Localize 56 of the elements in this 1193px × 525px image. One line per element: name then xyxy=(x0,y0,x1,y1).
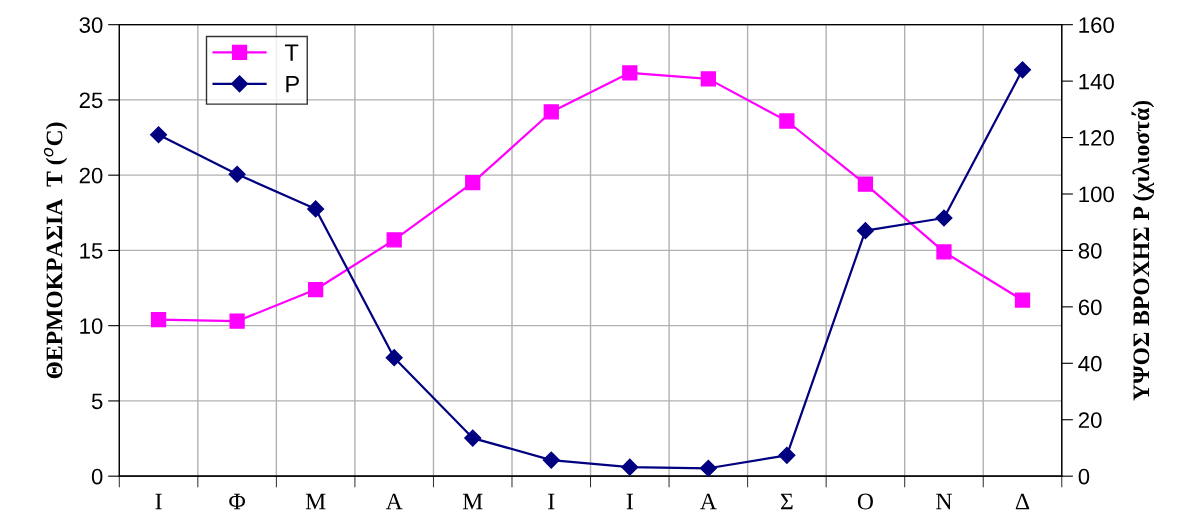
legend-label: P xyxy=(286,75,299,93)
point xyxy=(700,71,716,87)
x-tick-label: Φ xyxy=(229,493,246,510)
y2-tick-label: 120 xyxy=(1079,130,1114,146)
point xyxy=(465,175,481,191)
point xyxy=(464,429,482,447)
x-tick-label: Ν xyxy=(936,493,952,510)
x-tick-label: Δ xyxy=(1015,493,1030,510)
point xyxy=(622,65,638,81)
point xyxy=(543,104,559,120)
x-tick-label: Ι xyxy=(155,493,162,510)
point xyxy=(229,313,245,329)
y-tick-label: 0 xyxy=(91,468,103,485)
point xyxy=(386,232,402,248)
y2-tick-label: 20 xyxy=(1078,412,1102,429)
y2-tick-label: 60 xyxy=(1078,299,1102,316)
x-tick-label: Α xyxy=(700,493,717,510)
point xyxy=(1013,61,1032,79)
x-tick-label: Μ xyxy=(305,493,326,510)
point xyxy=(307,200,325,218)
y-tick-label: 25 xyxy=(79,92,103,109)
x-tick-label: Α xyxy=(385,493,403,510)
x-tick-label: Σ xyxy=(780,493,793,510)
y-axis-title: ΘΕΡΜΟΚΡΑΣΙΑ T ($^{o}$C) xyxy=(43,122,68,379)
y2-tick-label: 0 xyxy=(1078,468,1090,485)
y2-tick-label: 100 xyxy=(1079,186,1114,203)
y2-tick-label: 140 xyxy=(1079,73,1114,90)
y2-axis-title: ΥΨΟΣ ΒΡΟΧΗΣ P (χιλιοστά) xyxy=(1131,100,1155,401)
point xyxy=(308,281,324,298)
point xyxy=(385,349,403,367)
point xyxy=(150,312,167,328)
y-tick-label: 20 xyxy=(79,167,103,184)
point xyxy=(699,459,717,477)
y2-tick-label: 160 xyxy=(1079,17,1114,33)
y-tick-label: 15 xyxy=(80,243,103,259)
y-tick-label: 10 xyxy=(80,318,103,334)
point xyxy=(228,165,246,183)
point xyxy=(779,113,795,129)
y-tick-label: 30 xyxy=(79,17,103,33)
y2-tick-label: 40 xyxy=(1078,355,1102,372)
point xyxy=(778,446,796,464)
point xyxy=(856,222,874,240)
point xyxy=(1014,292,1031,308)
point xyxy=(857,176,874,192)
legend-label: T xyxy=(284,44,299,61)
x-tick-label: Ο xyxy=(857,493,873,510)
point xyxy=(935,209,953,227)
x-tick-label: Ι xyxy=(626,493,633,510)
point xyxy=(936,244,952,260)
x-tick-label: Μ xyxy=(462,493,483,510)
x-tick-label: Ι xyxy=(548,493,555,510)
point xyxy=(542,451,560,469)
y-tick-label: 5 xyxy=(91,393,103,410)
point xyxy=(621,458,639,476)
y2-tick-label: 80 xyxy=(1078,242,1102,259)
point xyxy=(150,126,168,144)
